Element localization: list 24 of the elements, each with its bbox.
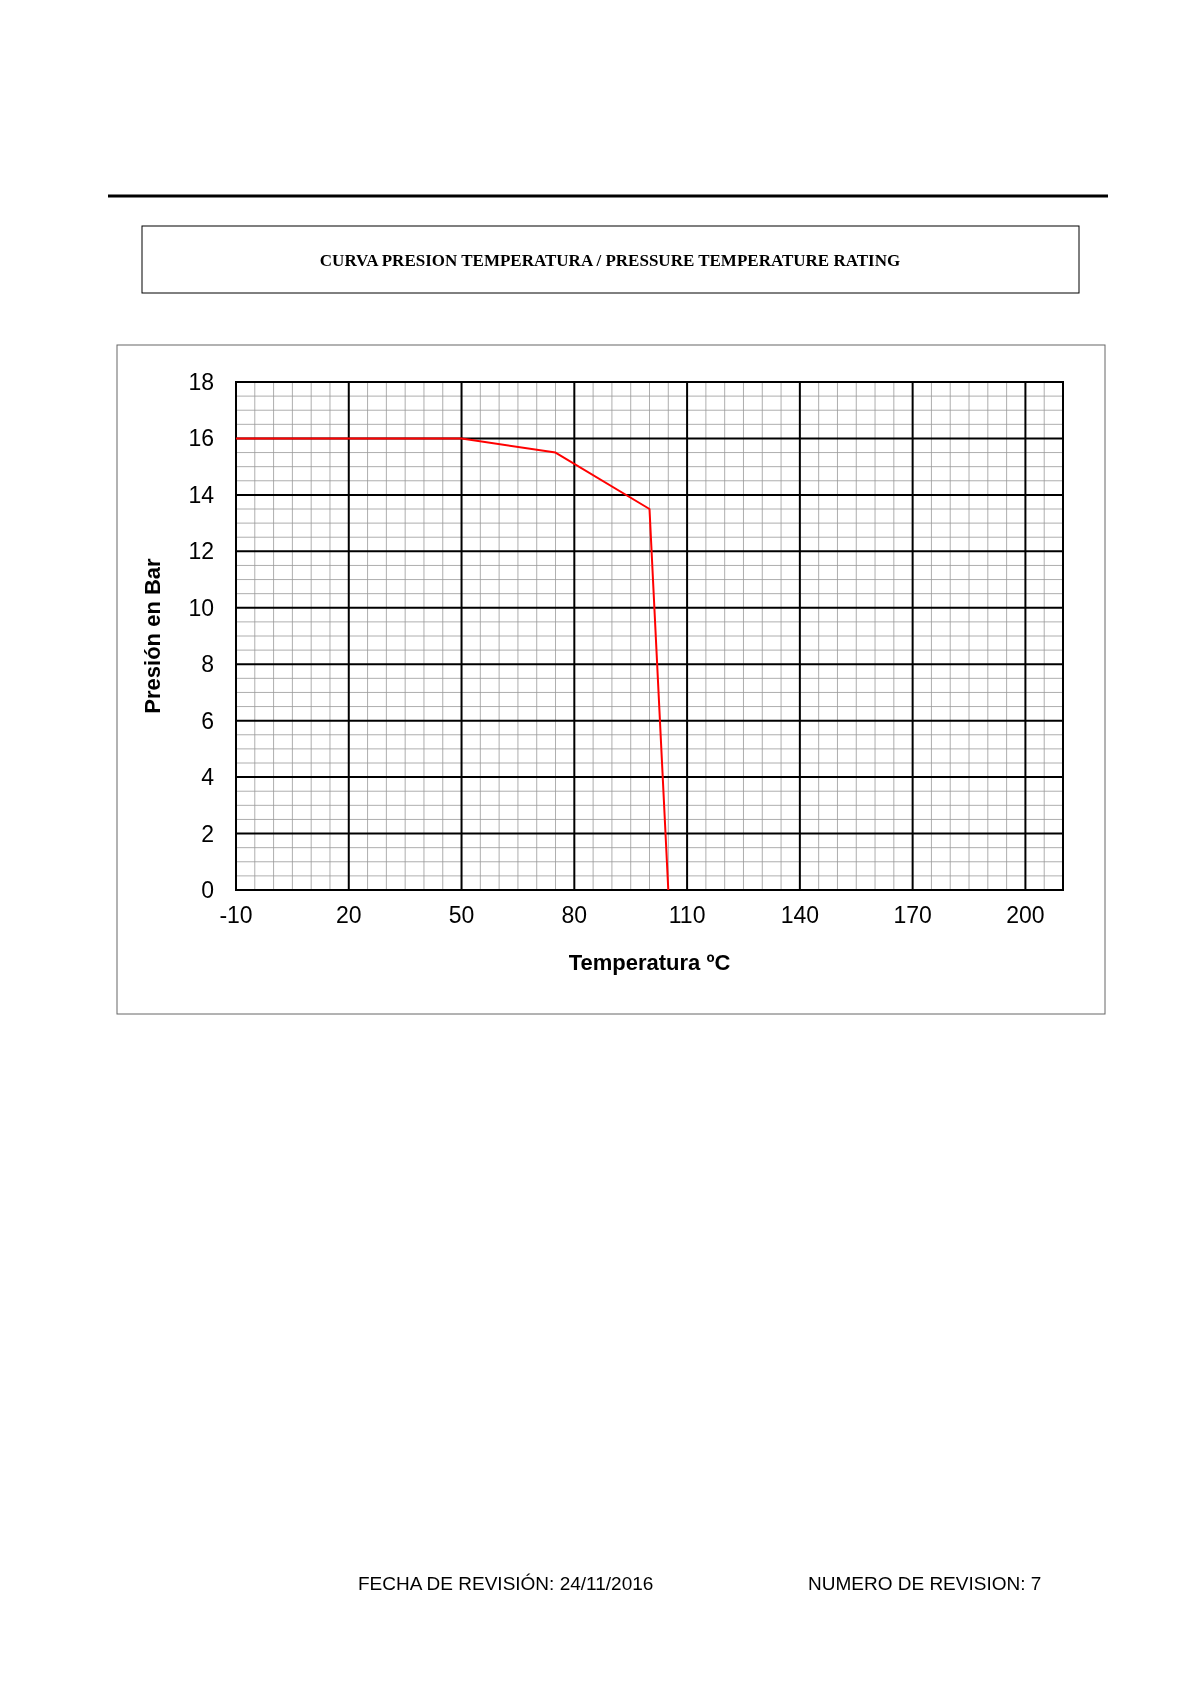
y-tick-label: 10 (188, 594, 214, 621)
y-tick-label: 6 (201, 707, 214, 734)
y-axis-title: Presión en Bar (140, 557, 165, 714)
y-tick-label: 2 (201, 820, 214, 847)
x-axis-title: Temperatura ºC (568, 950, 731, 975)
y-tick-label: 0 (201, 877, 214, 903)
x-tick-label: 170 (893, 902, 932, 928)
x-tick-label: 80 (561, 902, 588, 928)
x-tick-label: 110 (668, 902, 706, 928)
x-tick-label: 20 (335, 902, 362, 928)
y-tick-label: 14 (188, 481, 215, 508)
x-tick-label: 50 (448, 902, 475, 928)
y-tick-label: 12 (188, 538, 214, 565)
y-tick-label: 16 (188, 425, 214, 452)
y-tick-label: 4 (201, 764, 215, 791)
text: NUMERO DE REVISION: 7 (808, 1573, 1042, 1594)
line-series (235, 437, 670, 891)
text: FECHA DE REVISIÓN: 24/11/2016 (358, 1573, 654, 1594)
x-tick-label: -10 (219, 902, 253, 928)
y-tick-label: 8 (201, 651, 214, 678)
x-tick-label: 200 (1006, 902, 1045, 928)
x-tick-label: 140 (780, 902, 820, 928)
y-tick-label: 18 (188, 369, 214, 395)
chart-title: CURVA PRESION TEMPERATURA / PRESSURE TEMPERATURE RATING (319, 251, 901, 270)
